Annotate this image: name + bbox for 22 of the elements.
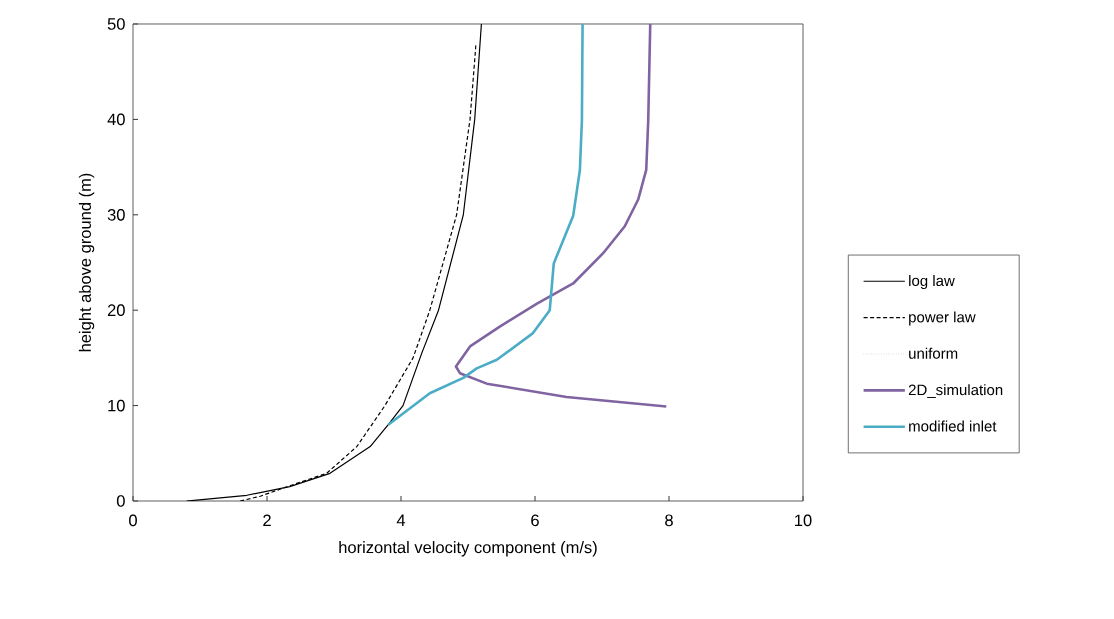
- y-tick-label: 0: [116, 495, 125, 507]
- x-tick-label: 2: [263, 514, 271, 527]
- x-tick-label: 8: [665, 514, 673, 527]
- y-tick-label: 30: [107, 208, 125, 221]
- legend-label: log law: [909, 275, 955, 290]
- legend-label: uniform: [909, 347, 958, 359]
- line-series: [186, 24, 482, 501]
- x-tick-label: 6: [531, 514, 539, 527]
- y-axis-title: height above ground (m): [78, 173, 95, 352]
- line-series: [454, 24, 668, 408]
- legend-label: modified inlet: [909, 420, 997, 432]
- x-tick-label: 0: [129, 514, 137, 527]
- y-tick-label: 20: [107, 304, 125, 317]
- y-tick-label: 50: [107, 18, 125, 30]
- x-tick-label: 4: [396, 514, 406, 526]
- legend-label: power law: [909, 311, 976, 326]
- x-tick-label: 10: [795, 514, 812, 527]
- x-axis-title: horizontal velocity component (m/s): [339, 541, 597, 557]
- legend-label: 2D_simulation: [908, 384, 1003, 399]
- line-series: [386, 24, 584, 426]
- y-tick-label: 10: [108, 399, 125, 412]
- y-tick-label: 40: [107, 113, 125, 126]
